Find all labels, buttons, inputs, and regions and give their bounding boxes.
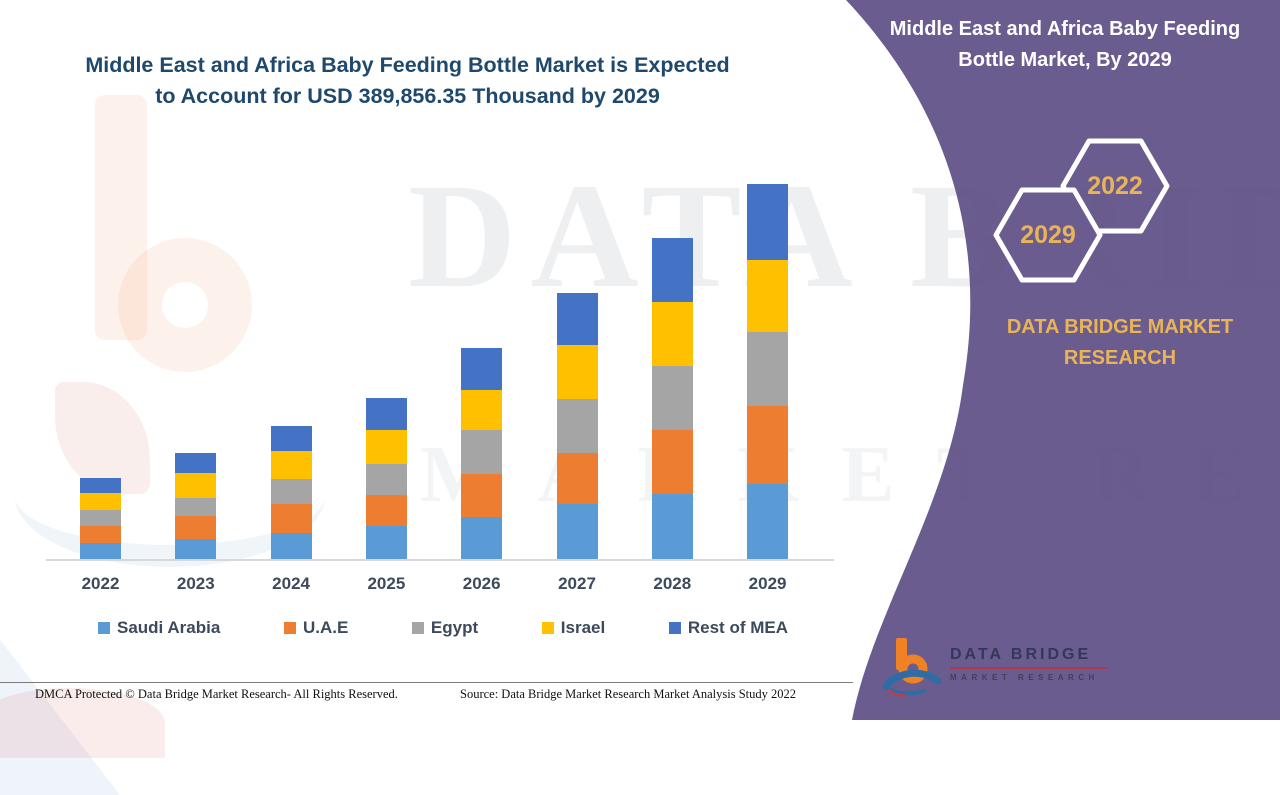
legend-item-egypt: Egypt — [411, 618, 479, 638]
legend-item-u-a-e: U.A.E — [283, 618, 349, 638]
bar-segment-2026 — [461, 389, 503, 430]
chart-legend: Saudi Arabia U.A.E Egypt Israel Rest of MEA — [98, 618, 788, 638]
legend-swatch — [411, 622, 424, 634]
bar-segment-2029 — [747, 483, 789, 559]
legend-label: Rest of MEA — [687, 618, 788, 637]
bar-segment-2029 — [747, 332, 789, 406]
legend-swatch — [98, 622, 110, 634]
bar-segment-2026 — [461, 516, 503, 559]
hexagon-badges: 2022 2029 — [993, 138, 1170, 283]
bar-segment-2023 — [175, 539, 217, 559]
purple-ribbon-shape — [846, 0, 1280, 720]
bar-segment-2025 — [365, 429, 407, 464]
x-axis-label-2026: 2026 — [462, 574, 501, 593]
bar-segment-2027 — [556, 344, 598, 399]
x-axis-label-2023: 2023 — [176, 574, 215, 593]
legend-swatch — [541, 622, 554, 634]
bar-2029 — [747, 184, 789, 559]
bar-segment-2023 — [175, 497, 217, 516]
hexagon-2029 — [993, 187, 1103, 283]
bar-2027 — [556, 293, 598, 559]
x-axis-label-2027: 2027 — [558, 574, 596, 593]
bar-segment-2028 — [651, 365, 693, 430]
footer-divider — [0, 682, 853, 683]
x-axis-label-2025: 2025 — [367, 574, 406, 593]
bar-segment-2023 — [175, 472, 217, 498]
bar-segment-2024 — [270, 450, 312, 479]
legend-label: Egypt — [430, 618, 479, 637]
bar-segment-2028 — [651, 238, 693, 303]
x-axis-label-2022: 2022 — [81, 574, 120, 593]
stacked-bar-chart — [80, 184, 789, 559]
bar-segment-2022 — [80, 477, 121, 493]
bar-segment-2024 — [270, 532, 312, 559]
bar-segment-2022 — [80, 492, 121, 510]
bar-segment-2024 — [270, 425, 312, 451]
purple-ribbon — [846, 0, 1280, 720]
bar-segment-2025 — [365, 463, 407, 495]
bar-2023 — [175, 452, 217, 559]
x-axis-label-2028: 2028 — [653, 574, 692, 593]
x-axis-label-2029: 2029 — [748, 574, 787, 593]
dbmr-logo-name: DATA BRIDGE — [950, 646, 1092, 663]
bar-segment-2024 — [270, 478, 312, 504]
bar-segment-2029 — [747, 184, 789, 261]
bar-segment-2026 — [461, 473, 503, 517]
x-axis-labels: 2022 2023 2024 2025 2026 2027 2028 2029 — [81, 574, 787, 593]
dmca-text: DMCA Protected © Data Bridge Market Rese… — [35, 687, 398, 701]
bar-2028 — [651, 238, 693, 559]
dbmr-logo-text: DATA BRIDGE MARKET RESEARCH — [950, 646, 1108, 682]
legend-item-saudi-arabia: Saudi Arabia — [98, 618, 220, 638]
bar-segment-2027 — [556, 398, 598, 453]
bar-segment-2025 — [365, 494, 407, 526]
bar-segment-2029 — [747, 260, 789, 333]
bar-segment-2027 — [556, 503, 598, 559]
legend-swatch — [668, 622, 681, 634]
dbmr-logo: DATA BRIDGE MARKET RESEARCH — [882, 636, 1142, 706]
chart-headline: Middle East and Africa Baby Feeding Bott… — [85, 53, 730, 108]
legend-swatch — [283, 622, 296, 634]
bar-segment-2028 — [651, 302, 693, 366]
bar-segment-2029 — [747, 405, 789, 484]
source-text: Source: Data Bridge Market Research Mark… — [460, 687, 797, 701]
bar-segment-2025 — [365, 397, 407, 430]
bar-segment-2022 — [80, 542, 121, 559]
bar-segment-2025 — [365, 525, 407, 559]
bar-2024 — [270, 425, 312, 559]
x-axis-label-2024: 2024 — [272, 574, 311, 593]
bar-2022 — [80, 477, 121, 559]
banner-title: Middle East and Africa Baby Feeding Bott… — [889, 18, 1241, 71]
bar-segment-2023 — [175, 452, 217, 473]
legend-label: Israel — [560, 618, 606, 637]
x-axis-line — [46, 559, 834, 561]
bar-segment-2022 — [80, 509, 121, 526]
dbmr-logo-icon — [882, 638, 942, 697]
bar-segment-2027 — [556, 293, 598, 345]
bar-segment-2026 — [461, 429, 503, 474]
bar-segment-2023 — [175, 515, 217, 539]
bar-2025 — [365, 397, 407, 559]
dbmr-logo-sub: MARKET RESEARCH — [950, 672, 1099, 682]
dbmr-logo-underline — [950, 667, 1108, 669]
bar-segment-2027 — [556, 452, 598, 504]
bar-segment-2026 — [461, 348, 503, 390]
hexagon-2029-label: 2029 — [1020, 221, 1076, 249]
bar-segment-2024 — [270, 503, 312, 533]
brand-wordmark: DATA BRIDGE MARKET RESEARCH — [1006, 316, 1234, 369]
legend-label: Saudi Arabia — [117, 618, 221, 637]
hexagon-2022-label: 2022 — [1087, 172, 1143, 200]
bar-segment-2022 — [80, 525, 121, 543]
legend-item-israel: Israel — [541, 618, 606, 638]
bar-segment-2028 — [651, 429, 693, 494]
legend-item-rest-of-mea: Rest of MEA — [668, 618, 788, 638]
legend-label: U.A.E — [302, 618, 349, 637]
bar-2026 — [461, 348, 503, 559]
bar-segment-2028 — [651, 493, 693, 559]
